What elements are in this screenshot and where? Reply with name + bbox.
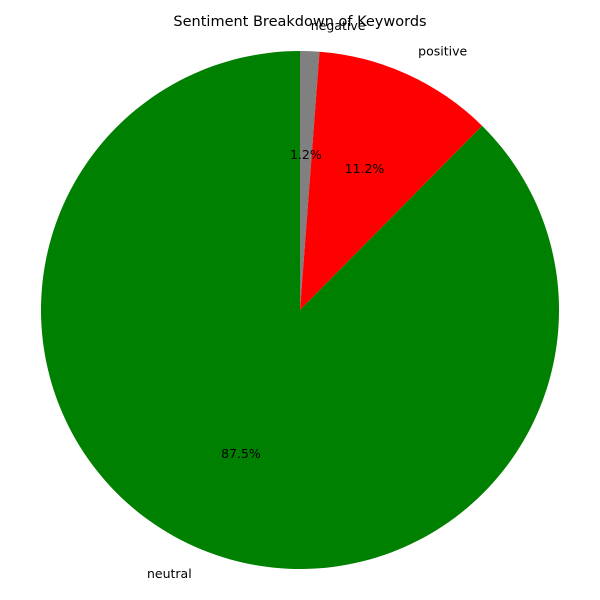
slice-percent-neutral: 87.5% [221,446,261,461]
pie-slice-negative [300,51,320,310]
slice-label-neutral: neutral [147,566,192,581]
pie-slice-neutral [41,51,560,569]
pie-slice-positive [300,51,483,311]
slice-label-negative: negative [311,18,366,33]
slice-percent-positive: 11.2% [345,161,385,176]
slice-percent-negative: 1.2% [290,147,322,162]
chart-title: Sentiment Breakdown of Keywords [173,14,426,30]
pie-slices [41,51,560,569]
pie-labels: negative 1.2% positive 11.2% neutral 87.5% [147,18,468,581]
slice-label-positive: positive [418,43,467,58]
